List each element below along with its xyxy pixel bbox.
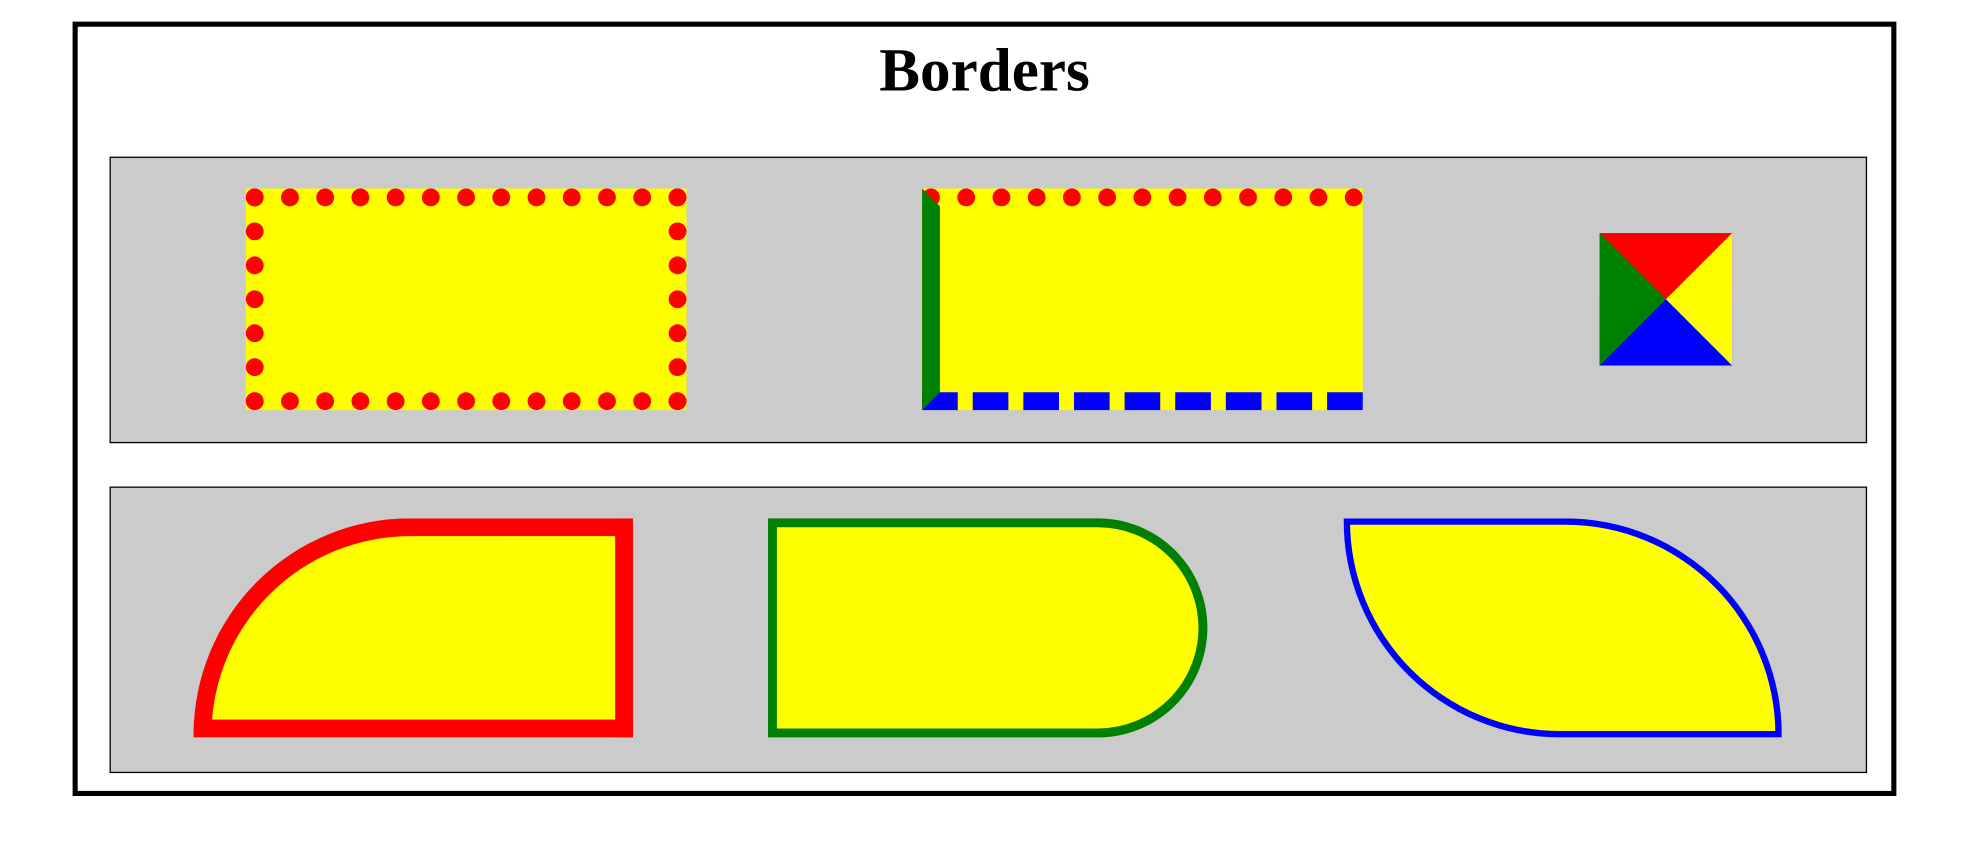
mixed-border-box xyxy=(922,188,1363,411)
dotted-box xyxy=(245,188,687,411)
rounded-box xyxy=(767,518,1208,738)
title: Borders xyxy=(879,36,1090,105)
triangle-box xyxy=(1599,233,1733,366)
